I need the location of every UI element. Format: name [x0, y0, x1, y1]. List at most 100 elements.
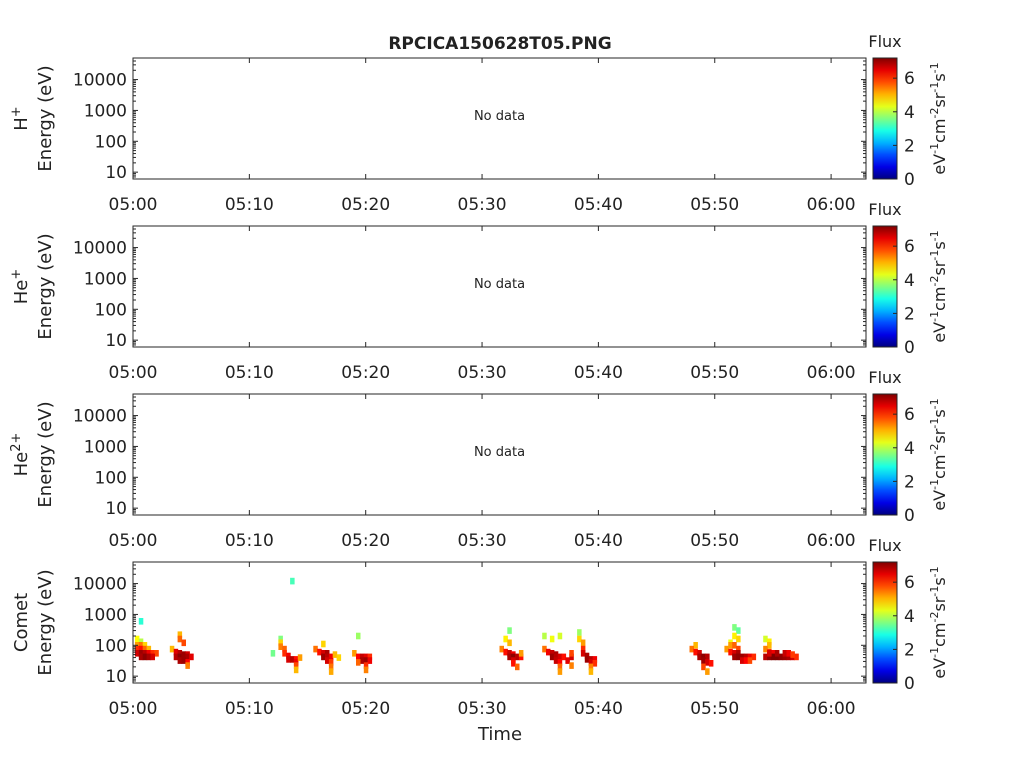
spectrogram-cell [356, 653, 361, 661]
spectrogram-cell [356, 632, 361, 640]
y-tick-label: 10 [105, 163, 127, 183]
spectrogram-cell [701, 657, 706, 664]
x-tick-label: 05:00 [109, 363, 158, 383]
spectrogram-cell [363, 662, 369, 669]
spectrogram-cell [356, 659, 361, 666]
spectrogram-cell [328, 663, 334, 671]
y-tick-label: 1000 [84, 101, 127, 121]
spectrogram-cell [732, 650, 737, 657]
spectrogram-cell [588, 663, 594, 671]
unit-exponent: -1 [928, 143, 941, 154]
x-tick-label: 05:30 [458, 195, 507, 215]
unit-exponent: -1 [928, 230, 941, 241]
x-tick-label: 05:10 [225, 195, 274, 215]
spectrogram-cell [189, 653, 194, 661]
spectrogram-cell [732, 624, 737, 631]
spectrogram-cell [146, 653, 152, 661]
spectrogram-cell [332, 651, 338, 658]
spectrogram-cell [503, 635, 508, 643]
spectrogram-cell [146, 650, 152, 657]
unit-base: s [930, 241, 949, 249]
spectrogram-cell [549, 635, 555, 643]
spectrogram-cell [325, 650, 330, 657]
x-axis-label: Time [477, 724, 522, 745]
spectrogram-cell [557, 632, 563, 640]
spectrogram-cell [542, 632, 547, 640]
spectrogram-cell [150, 653, 155, 661]
spectrogram-cell [138, 642, 144, 649]
spectrogram-cell [732, 632, 737, 640]
spectrogram-cell [177, 653, 183, 661]
spectrogram-cell [557, 659, 563, 666]
species-name: H [11, 117, 32, 131]
spectrogram-cell [790, 651, 795, 658]
spectrogram-cell [507, 650, 512, 657]
colorbar-title: Flux [868, 200, 901, 219]
plot-frame [132, 225, 867, 348]
unit-base: cm [930, 623, 949, 647]
spectrogram-cell [588, 668, 594, 675]
spectrogram-cell [138, 653, 144, 661]
colorbar [872, 393, 898, 516]
spectrogram-cell [313, 645, 318, 653]
y-tick-label: 100 [95, 468, 127, 488]
spectrogram-cell [142, 642, 148, 649]
spectrogram-cell [767, 653, 772, 661]
spectrogram-cell [782, 650, 788, 657]
unit-exponent: -1 [928, 311, 941, 322]
spectrogram-cell [352, 650, 357, 657]
unit-base: s [930, 577, 949, 585]
spectrogram-cell [577, 635, 582, 643]
unit-exponent: -1 [928, 647, 941, 658]
unit-exponent: -1 [928, 586, 941, 597]
y-tick-label: 1000 [84, 269, 127, 289]
panel-2: 05:00 05:10 05:20 05:30 05:40 05:50 06:00 10 100… [9, 368, 949, 551]
x-tick-label: 05:40 [574, 195, 623, 215]
spectrogram-cell [150, 650, 155, 657]
y-tick-label: 10000 [73, 71, 127, 91]
spectrogram-cell [728, 642, 733, 649]
x-tick-label: 05:00 [109, 195, 158, 215]
spectrogram-cell [325, 657, 330, 664]
spectrogram-cell [693, 648, 698, 656]
spectrogram-cell [507, 627, 512, 634]
y-tick-label: 100 [95, 636, 127, 656]
panel-1: 05:00 05:10 05:20 05:30 05:40 05:50 06:00 10 100… [9, 200, 949, 383]
spectrogram-cell [588, 659, 594, 666]
spectrogram-cell [138, 618, 144, 625]
y-tick-label: 10 [105, 499, 127, 519]
spectrogram-cell [705, 668, 710, 675]
spectrogram-cell [584, 656, 590, 663]
spectrogram-cell [503, 648, 508, 656]
x-tick-label: 05:40 [574, 363, 623, 383]
spectrogram-cell [786, 650, 791, 657]
spectrogram-cell [181, 639, 186, 647]
spectrogram-cell [359, 657, 365, 664]
figure-title: RPCICA150628T05.PNG [388, 34, 611, 54]
species-name: Comet [11, 593, 32, 652]
spectrogram-cell [580, 650, 586, 657]
spectrogram-cell [736, 627, 741, 634]
spectrogram-cell [736, 635, 741, 643]
spectrogram-cell [767, 638, 772, 646]
unit-base: sr [930, 260, 949, 275]
spectrogram-cell [767, 650, 772, 657]
spectrogram-cell [282, 650, 287, 657]
colorbar-tick-label: 0 [904, 170, 915, 190]
y-tick-label: 10000 [73, 239, 127, 259]
spectrogram-cell [134, 645, 140, 653]
colorbar-title: Flux [868, 536, 901, 555]
spectrogram-cell [689, 645, 694, 653]
x-tick-label: 05:40 [574, 531, 623, 551]
spectrogram-cell [580, 639, 586, 647]
spectrogram-cell [328, 659, 334, 666]
spectrogram-cell [743, 657, 749, 664]
spectrogram-cell [592, 656, 598, 663]
unit-base: cm [930, 287, 949, 311]
spectrogram-cell [697, 653, 702, 661]
unit-base: sr [930, 92, 949, 107]
colorbar [872, 561, 898, 684]
species-label: He2+ [9, 433, 32, 477]
spectrogram-cell [708, 660, 714, 667]
